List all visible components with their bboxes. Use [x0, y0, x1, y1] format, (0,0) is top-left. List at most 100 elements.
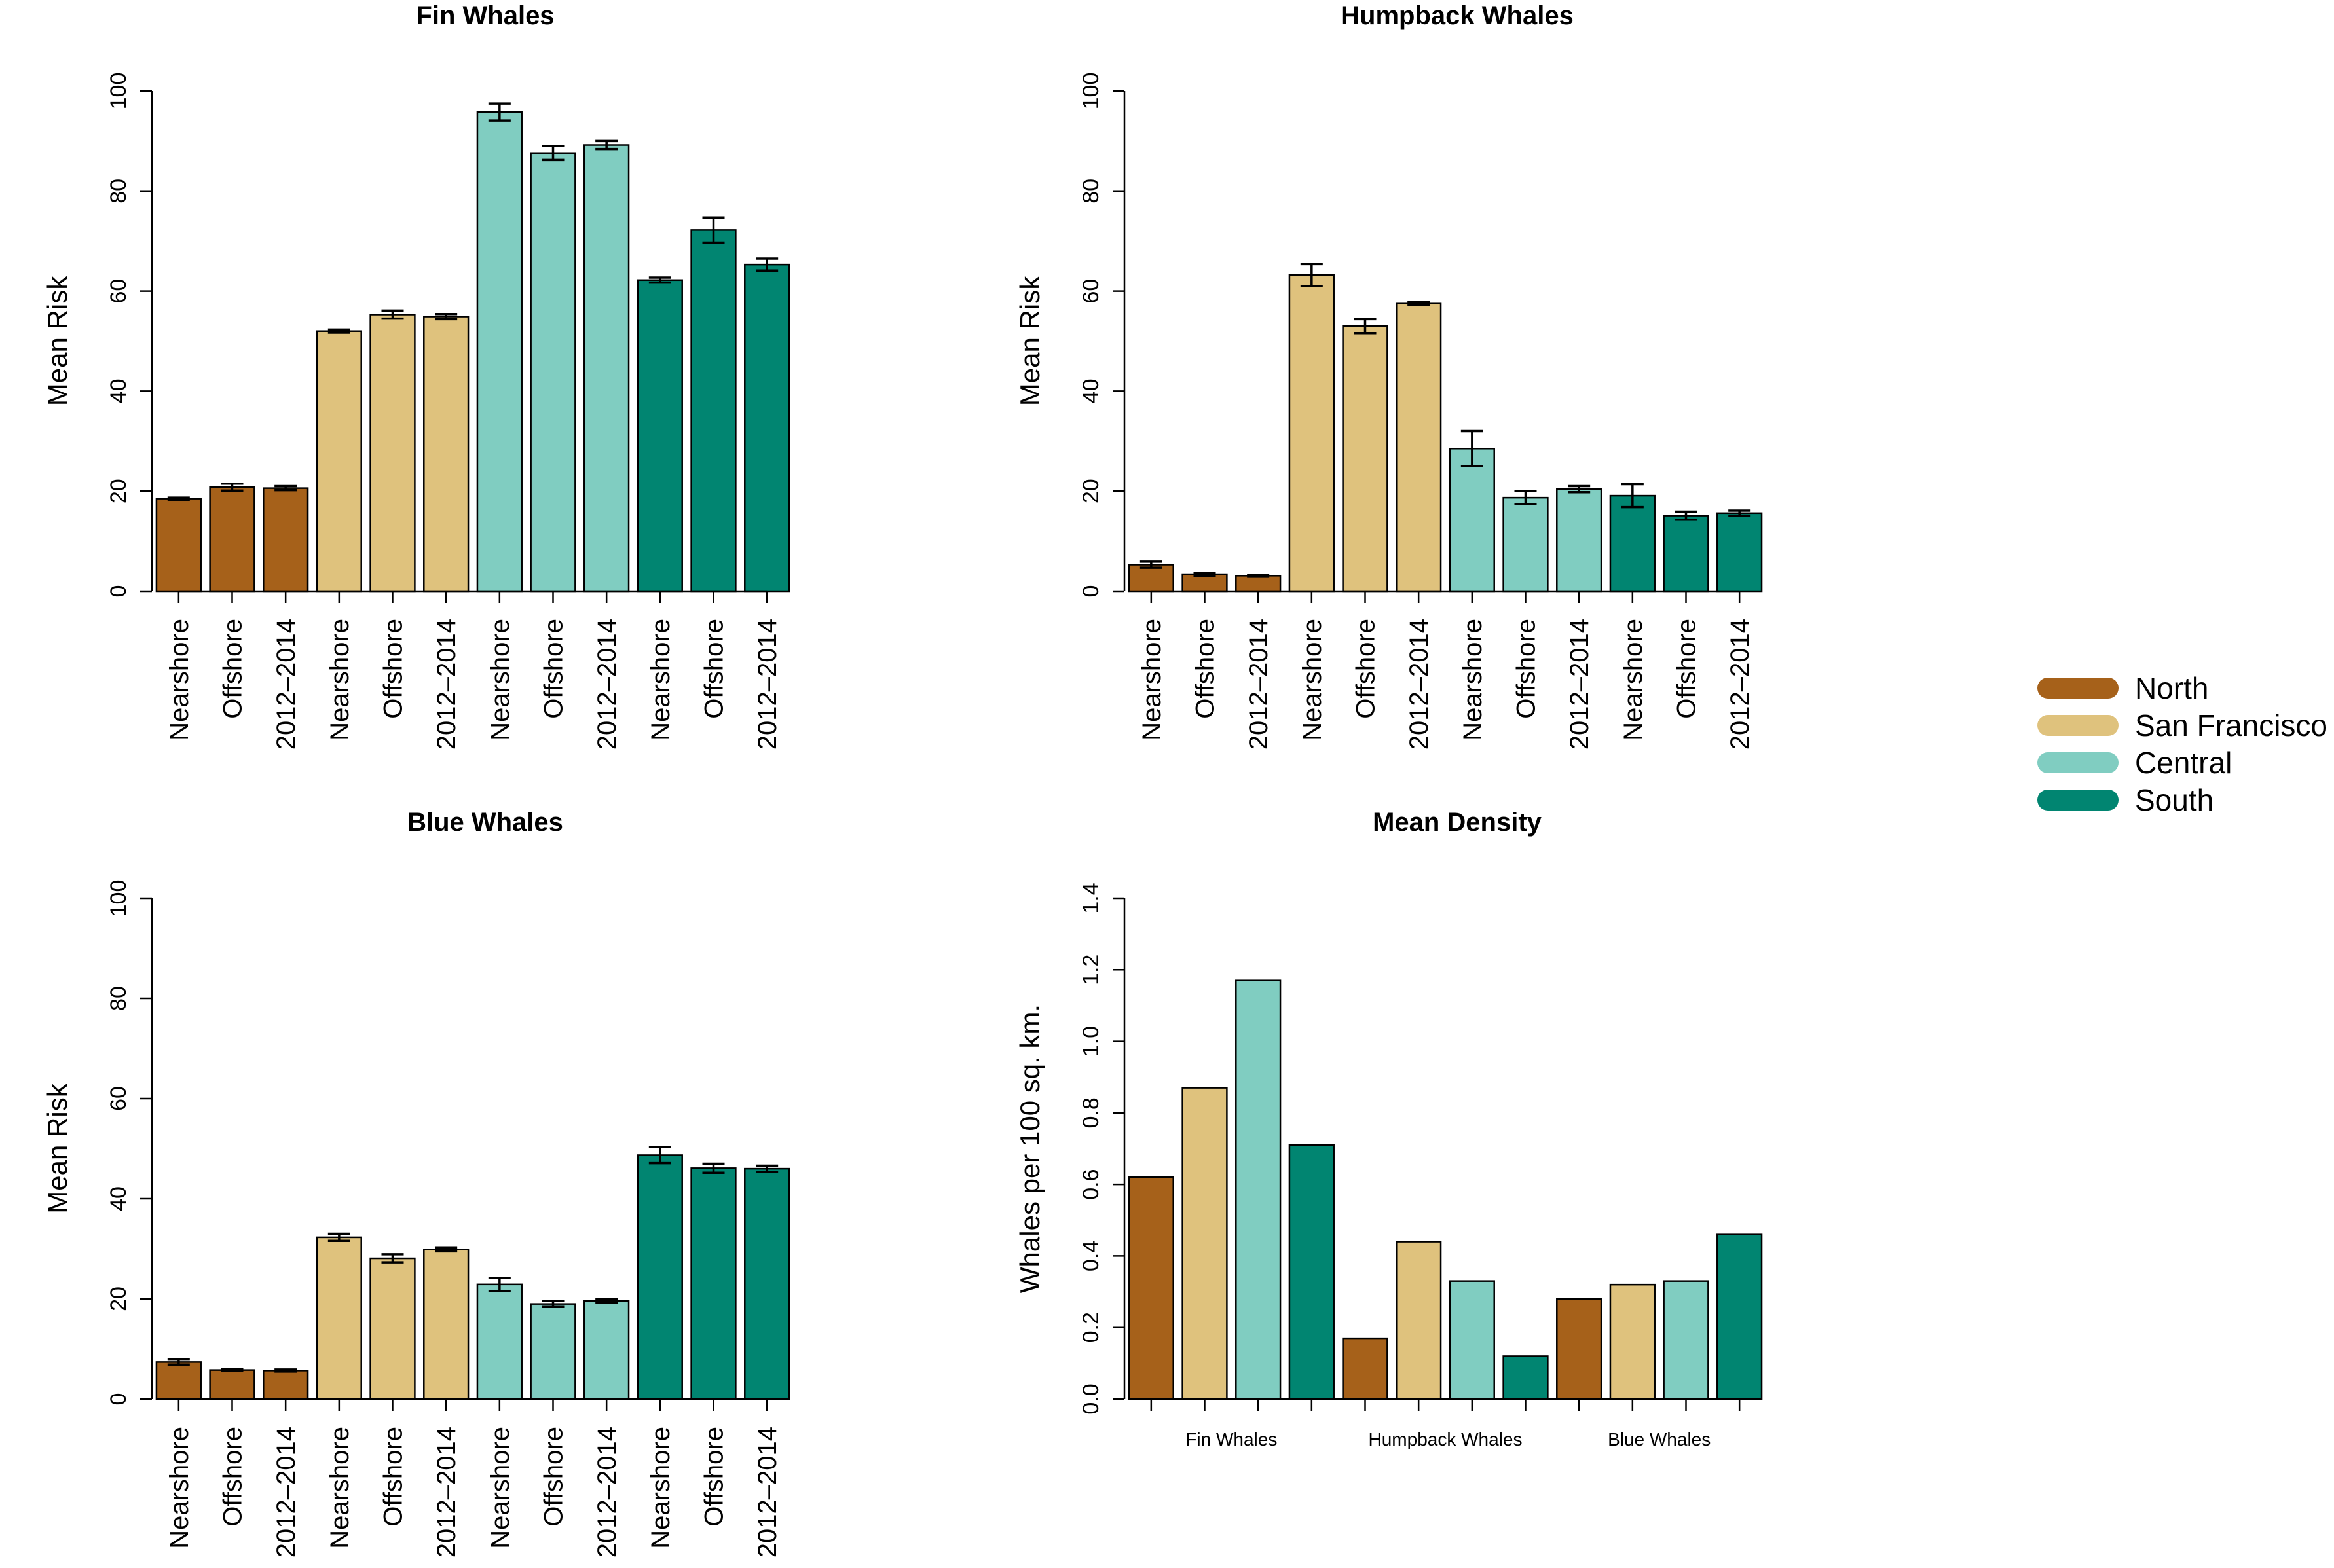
bar	[1449, 1280, 1495, 1400]
y-tick-label: 1.0	[1079, 1026, 1103, 1057]
bar	[584, 1300, 630, 1400]
bar	[637, 279, 683, 593]
x-tick-label: 2012–2014	[1565, 619, 1594, 750]
x-tick-label: Nearshore	[325, 619, 354, 741]
y-axis-label: Mean Risk	[1014, 276, 1045, 406]
bar	[1502, 1355, 1549, 1400]
x-tick-label: Nearshore	[1138, 619, 1166, 741]
x-tick-label: Nearshore	[486, 1427, 515, 1549]
legend-label: Central	[2135, 746, 2232, 780]
bar	[744, 1167, 790, 1400]
y-tick-label: 0.8	[1079, 1097, 1103, 1128]
y-axis-label: Mean Risk	[42, 276, 73, 406]
bar	[1288, 1144, 1335, 1400]
bar	[476, 1283, 523, 1400]
x-tick-label: 2012–2014	[1244, 619, 1273, 750]
y-tick-label: 1.2	[1079, 955, 1103, 985]
x-tick-label: 2012–2014	[432, 1427, 461, 1558]
y-tick-label: 60	[1079, 279, 1103, 304]
y-tick-label: 0.0	[1079, 1383, 1103, 1414]
bar	[1396, 1241, 1442, 1400]
x-tick-label: 2012–2014	[1405, 619, 1434, 750]
x-tick-label: 2012–2014	[753, 619, 782, 750]
x-tick-label: 2012–2014	[593, 1427, 621, 1558]
x-tick-label: Offshore	[540, 619, 568, 719]
y-tick-label: 60	[106, 279, 131, 304]
bar	[530, 152, 576, 593]
x-tick-label: Nearshore	[325, 1427, 354, 1549]
bar	[744, 263, 790, 593]
x-tick-label: Offshore	[540, 1427, 568, 1527]
x-tick-label: Offshore	[700, 1427, 729, 1527]
y-tick-label: 0	[106, 1393, 131, 1406]
bar	[263, 1370, 309, 1400]
y-tick-label: 40	[106, 378, 131, 403]
y-tick-label: 20	[106, 479, 131, 503]
x-tick-label: Offshore	[1673, 619, 1701, 719]
bar	[1449, 448, 1495, 593]
chart-title: Humpback Whales	[1341, 1, 1574, 30]
y-axis-label: Whales per 100 sq. km.	[1014, 1004, 1045, 1293]
bar	[1342, 1337, 1388, 1400]
bar	[1556, 488, 1602, 593]
bar	[423, 1249, 470, 1400]
x-tick-label: Offshore	[219, 619, 248, 719]
chart-title: Blue Whales	[407, 808, 563, 837]
bar	[1663, 1280, 1709, 1400]
x-tick-label: Nearshore	[165, 619, 194, 741]
bar	[369, 1257, 416, 1400]
x-tick-label: 2012–2014	[1726, 619, 1754, 750]
legend-swatch	[2037, 790, 2119, 811]
bar	[1181, 1087, 1228, 1400]
y-tick-label: 0	[1079, 585, 1103, 598]
x-tick-label: Offshore	[379, 1427, 408, 1527]
y-tick-label: 100	[106, 880, 131, 917]
y-axis-label: Mean Risk	[42, 1083, 73, 1213]
y-tick-label: 40	[1079, 378, 1103, 403]
bar	[1181, 573, 1228, 593]
x-tick-label: Nearshore	[1619, 619, 1648, 741]
chart-panel-mean-density: Mean Density Whales per 100 sq. km. 0.0 0.2…	[1014, 808, 1763, 1449]
bar	[316, 1236, 362, 1400]
y-tick-label: 20	[106, 1286, 131, 1311]
x-tick-label: 2012–2014	[272, 1427, 301, 1558]
x-tick-label: 2012–2014	[753, 1427, 782, 1558]
bar	[476, 111, 523, 593]
group-label: Fin Whales	[1185, 1429, 1277, 1449]
y-tick-label: 0.6	[1079, 1169, 1103, 1200]
x-tick-label: 2012–2014	[432, 619, 461, 750]
bar	[209, 486, 255, 593]
chart-panel-blue-whales: Blue Whales Mean Risk 0 20 40 60 80 100 Nearshor…	[42, 808, 790, 1558]
chart-panel-humpback-whales: Humpback Whales Mean Risk 0 20 40 60 80 100 Near…	[1014, 1, 1763, 750]
chart-title: Fin Whales	[416, 1, 554, 30]
bar	[1609, 494, 1656, 593]
x-tick-label: Offshore	[1191, 619, 1220, 719]
bar	[690, 1167, 737, 1400]
y-tick-label: 80	[106, 179, 131, 204]
x-tick-label: Nearshore	[1458, 619, 1487, 741]
bar	[316, 330, 362, 593]
bar	[1716, 1233, 1763, 1400]
bar	[1396, 302, 1442, 593]
bar	[209, 1369, 255, 1400]
y-tick-label: 80	[1079, 179, 1103, 204]
bar	[369, 314, 416, 593]
y-tick-label: 60	[106, 1086, 131, 1111]
chart-title: Mean Density	[1373, 808, 1542, 837]
bar	[530, 1303, 576, 1400]
legend-label: San Francisco	[2135, 708, 2327, 742]
bar	[1663, 515, 1709, 593]
x-tick-label: 2012–2014	[272, 619, 301, 750]
bar	[1235, 979, 1282, 1400]
bar	[1716, 512, 1763, 593]
x-tick-label: Offshore	[1512, 619, 1541, 719]
x-tick-label: Offshore	[1352, 619, 1380, 719]
bar	[690, 229, 737, 593]
group-label: Humpback Whales	[1369, 1429, 1523, 1449]
bar	[263, 487, 309, 593]
bar	[1128, 564, 1174, 593]
y-tick-label: 0.2	[1079, 1312, 1103, 1343]
x-tick-label: Offshore	[700, 619, 729, 719]
bar	[423, 316, 470, 593]
